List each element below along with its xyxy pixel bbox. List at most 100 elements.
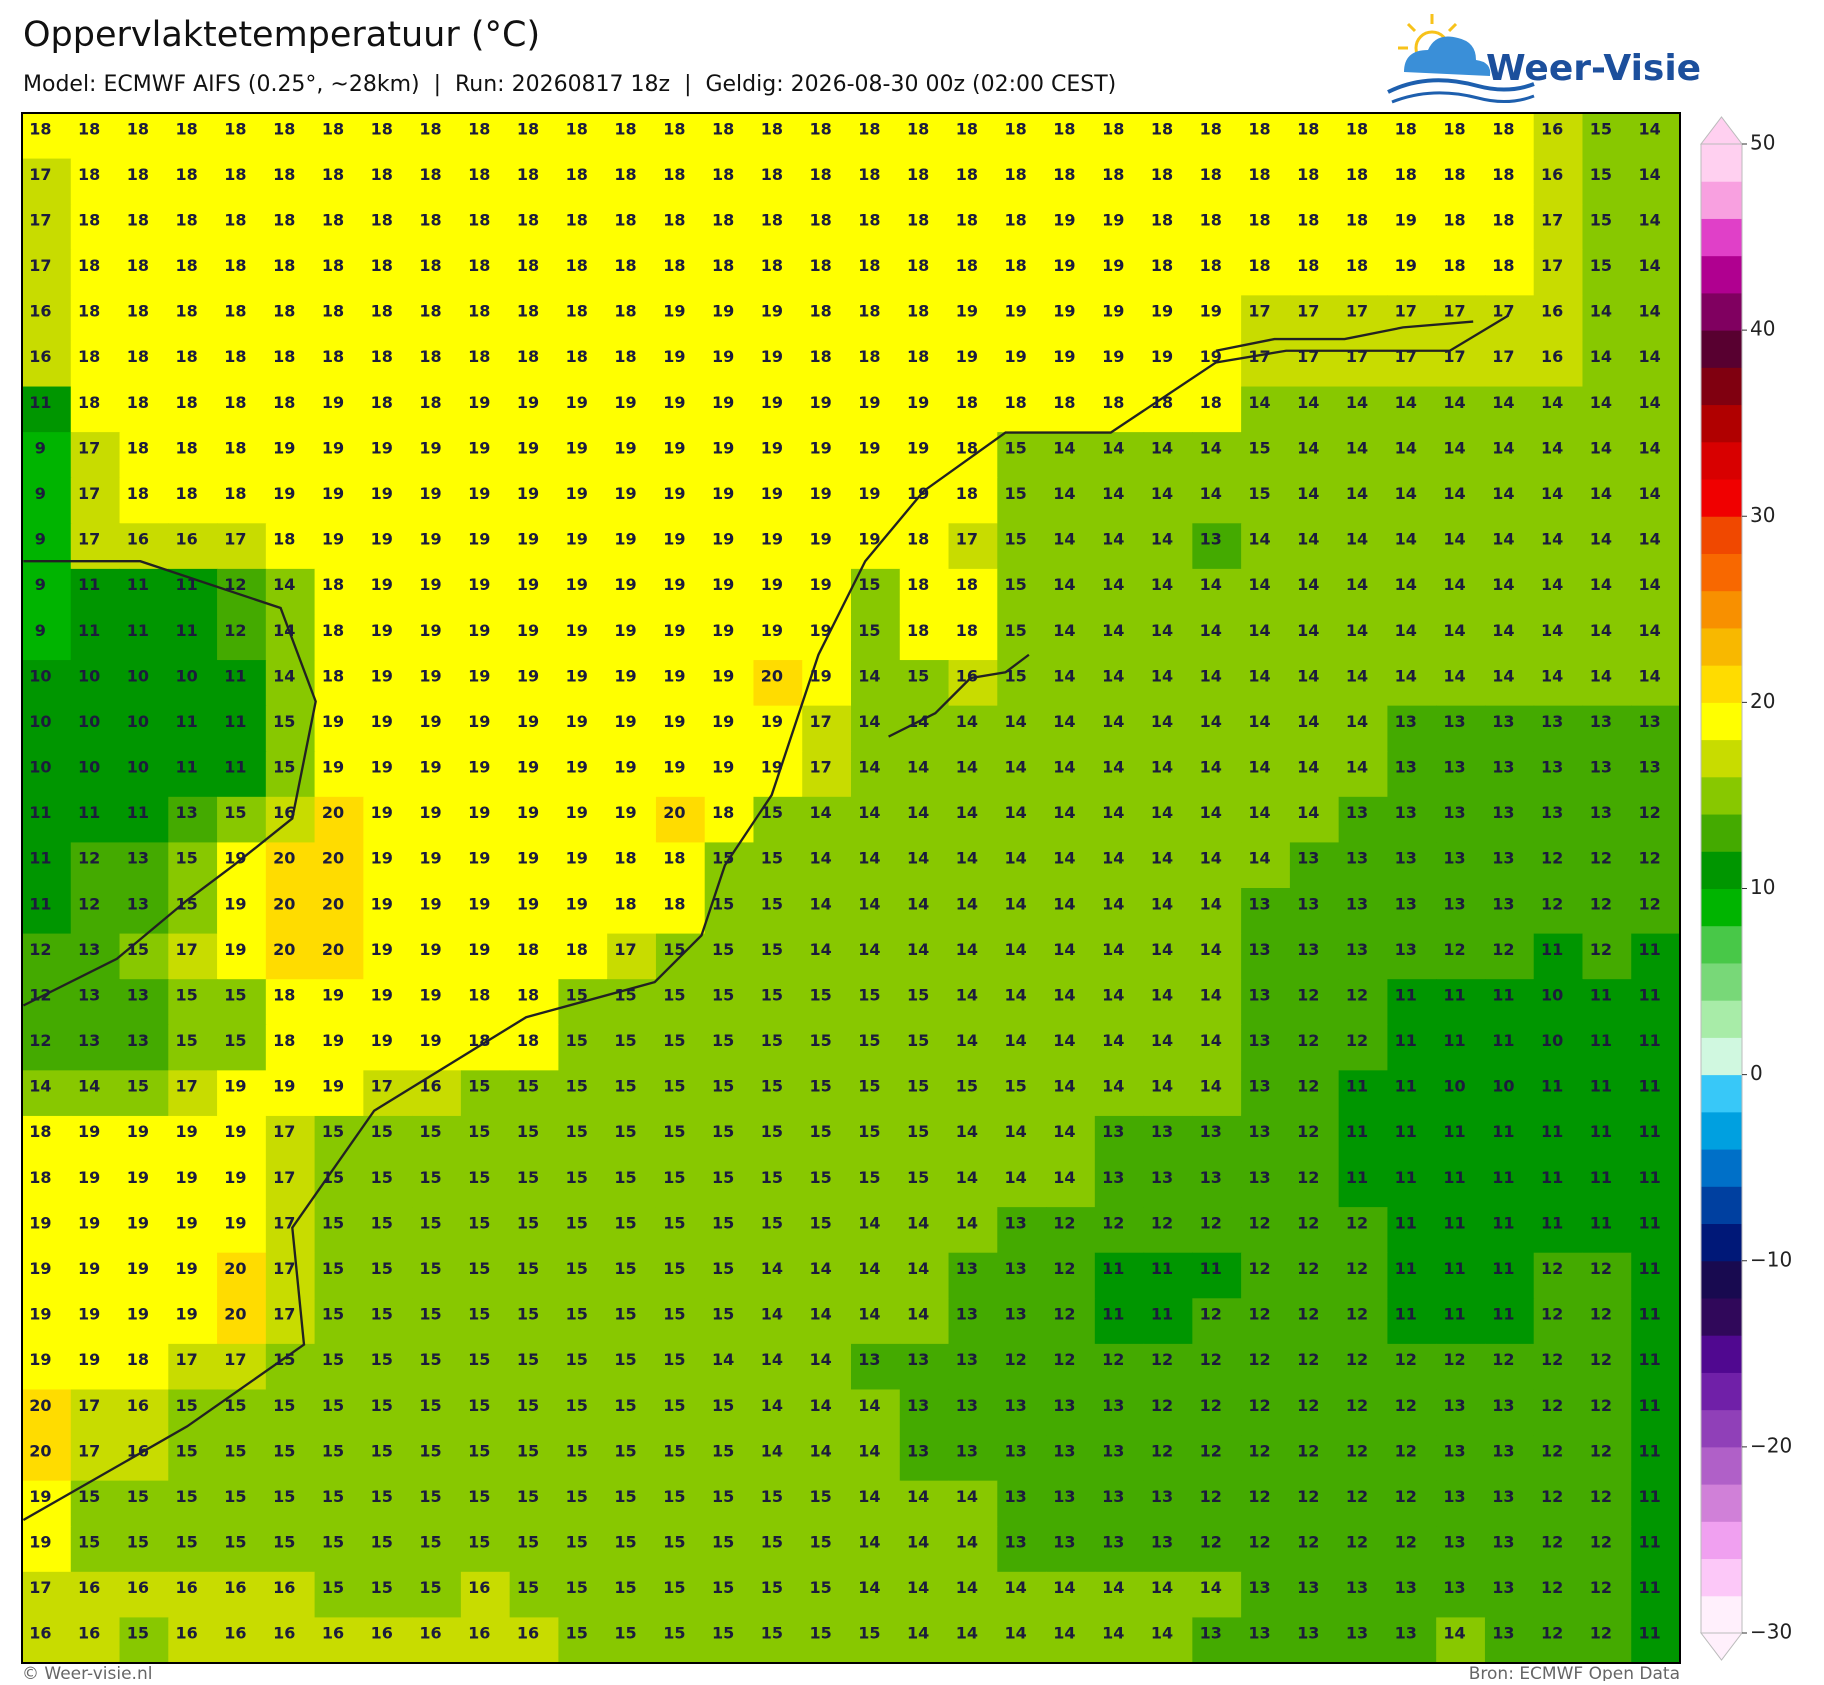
temp-cell bbox=[997, 1161, 1047, 1208]
temp-label: 12 bbox=[1541, 1578, 1563, 1597]
temp-label: 15 bbox=[224, 803, 246, 822]
temp-cell bbox=[704, 432, 755, 479]
temp-label: 14 bbox=[1102, 438, 1124, 457]
temp-cell bbox=[997, 1115, 1047, 1163]
temp-cell bbox=[1582, 979, 1632, 1026]
temp-label: 15 bbox=[858, 1031, 880, 1050]
temp-cell bbox=[1582, 1526, 1632, 1573]
temp-label: 19 bbox=[78, 1305, 100, 1324]
temp-cell bbox=[997, 660, 1047, 707]
temp-label: 15 bbox=[419, 1213, 441, 1232]
temp-cell bbox=[168, 751, 218, 798]
temp-label: 15 bbox=[566, 1533, 588, 1552]
temp-label: 12 bbox=[1053, 1350, 1075, 1369]
temp-cell bbox=[607, 842, 657, 889]
temp-label: 18 bbox=[224, 119, 246, 138]
temp-cell bbox=[655, 751, 706, 798]
temp-label: 19 bbox=[566, 530, 588, 549]
temp-cell bbox=[363, 1343, 413, 1391]
temp-cell bbox=[704, 1252, 755, 1299]
temp-cell bbox=[1436, 1161, 1486, 1208]
temp-label: 14 bbox=[1102, 575, 1124, 594]
temp-label: 14 bbox=[1151, 438, 1173, 457]
temp-cell bbox=[412, 614, 462, 661]
temp-label: 18 bbox=[29, 1168, 51, 1187]
temp-cell bbox=[1582, 386, 1632, 433]
temp-cell bbox=[899, 295, 950, 342]
temp-label: 19 bbox=[566, 803, 588, 822]
temp-cell bbox=[217, 477, 267, 524]
temp-cell bbox=[1143, 933, 1193, 980]
temp-cell bbox=[1241, 979, 1291, 1026]
temp-label: 17 bbox=[1443, 347, 1465, 366]
temp-label: 12 bbox=[1200, 1533, 1222, 1552]
temp-cell bbox=[1582, 1024, 1632, 1071]
temp-cell bbox=[314, 1571, 364, 1619]
temp-label: 19 bbox=[322, 1031, 344, 1050]
temp-label: 13 bbox=[1638, 712, 1660, 731]
temp-cell bbox=[1631, 477, 1681, 524]
temp-label: 17 bbox=[273, 1259, 295, 1278]
temp-label: 20 bbox=[322, 940, 344, 959]
temp-cell bbox=[265, 1526, 316, 1573]
temp-cell bbox=[509, 523, 560, 570]
temp-label: 18 bbox=[468, 302, 490, 321]
temp-cell bbox=[119, 158, 169, 205]
temp-cell bbox=[1436, 1343, 1486, 1391]
temp-cell bbox=[314, 477, 364, 524]
temp-cell bbox=[1484, 1617, 1535, 1664]
temp-cell bbox=[22, 386, 72, 433]
colorbar-segment bbox=[1701, 144, 1742, 182]
temp-label: 14 bbox=[1638, 530, 1660, 549]
temp-label: 12 bbox=[1541, 1441, 1563, 1460]
temp-label: 19 bbox=[712, 302, 734, 321]
temp-cell bbox=[1338, 1571, 1389, 1619]
temp-cell bbox=[1143, 204, 1193, 251]
temp-cell bbox=[509, 1070, 560, 1117]
temp-cell bbox=[1533, 796, 1584, 844]
temp-label: 19 bbox=[1053, 210, 1075, 229]
temp-label: 12 bbox=[1151, 1396, 1173, 1415]
temp-cell bbox=[168, 1298, 218, 1345]
temp-cell bbox=[1094, 523, 1145, 570]
temp-cell bbox=[558, 249, 608, 296]
temp-cell bbox=[22, 1343, 72, 1391]
temp-cell bbox=[1289, 1389, 1340, 1436]
temp-cell bbox=[1582, 1617, 1632, 1664]
temp-label: 19 bbox=[614, 438, 636, 457]
colorbar-tick-label: 30 bbox=[1750, 503, 1775, 527]
temp-label: 18 bbox=[468, 210, 490, 229]
temp-cell bbox=[1046, 842, 1096, 889]
temp-label: 18 bbox=[224, 256, 246, 275]
temp-label: 12 bbox=[1297, 1533, 1319, 1552]
temp-cell bbox=[1289, 842, 1340, 889]
temp-label: 9 bbox=[35, 621, 46, 640]
temp-cell bbox=[363, 751, 413, 798]
temp-cell bbox=[217, 1298, 267, 1345]
temp-cell bbox=[753, 1480, 803, 1527]
temp-label: 15 bbox=[858, 621, 880, 640]
temp-label: 14 bbox=[1492, 438, 1514, 457]
temp-label: 16 bbox=[1541, 347, 1563, 366]
temp-label: 19 bbox=[322, 484, 344, 503]
temp-label: 19 bbox=[371, 940, 393, 959]
temp-label: 20 bbox=[29, 1396, 51, 1415]
temp-label: 18 bbox=[1053, 119, 1075, 138]
temp-label: 19 bbox=[224, 1077, 246, 1096]
temp-cell bbox=[948, 933, 998, 980]
temp-cell bbox=[704, 113, 755, 160]
colorbar-segment bbox=[1701, 218, 1742, 257]
temp-cell bbox=[460, 1207, 511, 1254]
temp-cell bbox=[412, 933, 462, 980]
temp-cell bbox=[704, 1343, 755, 1391]
temp-label: 12 bbox=[1346, 1396, 1368, 1415]
temp-cell bbox=[802, 1389, 852, 1436]
temp-cell bbox=[412, 1480, 462, 1527]
temp-label: 14 bbox=[858, 1259, 880, 1278]
temp-cell bbox=[1484, 1571, 1535, 1619]
temp-label: 14 bbox=[1248, 758, 1270, 777]
temp-label: 19 bbox=[322, 712, 344, 731]
temp-cell bbox=[1631, 386, 1681, 433]
temp-label: 11 bbox=[127, 575, 149, 594]
temp-label: 19 bbox=[614, 803, 636, 822]
